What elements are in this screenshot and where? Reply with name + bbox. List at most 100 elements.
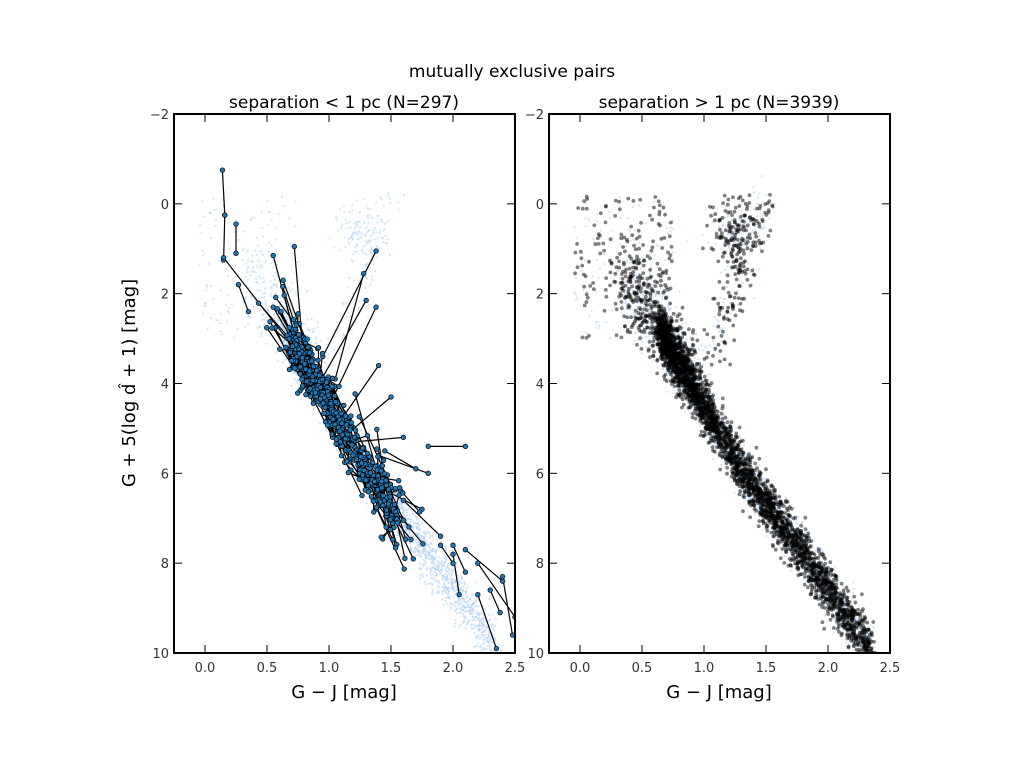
pair-point: [373, 504, 380, 510]
background-star: [359, 235, 363, 239]
pair-point: [264, 325, 270, 331]
pair-point: [396, 478, 402, 484]
background-star: [425, 540, 428, 543]
background-star: [372, 259, 375, 262]
background-star: [715, 393, 718, 396]
background-star: [441, 577, 444, 580]
pair-point: [417, 509, 423, 515]
background-star: [203, 301, 206, 305]
background-star: [447, 586, 451, 589]
background-star: [402, 509, 405, 513]
pair-point: [361, 270, 367, 277]
background-star: [209, 236, 213, 239]
background-star: [701, 234, 704, 237]
background-star: [735, 440, 739, 443]
background-star: [445, 549, 448, 552]
pair-point: [365, 489, 372, 495]
pair-point: [348, 419, 354, 426]
background-star: [227, 311, 231, 314]
background-star: [436, 569, 440, 572]
background-star: [280, 345, 283, 348]
background-star: [247, 315, 250, 318]
background-star: [338, 352, 341, 355]
background-star: [443, 561, 446, 564]
background-star: [338, 208, 341, 211]
background-star: [480, 631, 483, 634]
background-star: [335, 218, 338, 221]
background-star: [433, 574, 436, 578]
background-star: [259, 335, 263, 338]
background-star: [467, 621, 470, 624]
background-star: [343, 210, 346, 213]
pair-point: [374, 487, 381, 493]
background-star: [433, 578, 436, 581]
pair-point: [304, 336, 310, 342]
pair-point: [385, 486, 392, 493]
background-star: [261, 235, 265, 238]
pair-point: [330, 416, 336, 422]
pair-point: [339, 432, 345, 438]
background-star: [247, 266, 250, 269]
background-star: [496, 661, 498, 663]
background-star: [429, 552, 432, 555]
background-star: [427, 554, 430, 557]
pair-point: [475, 591, 481, 598]
background-star: [430, 524, 433, 527]
background-star: [733, 491, 736, 494]
pair-point: [280, 277, 286, 283]
background-star: [416, 518, 419, 521]
background-star: [431, 584, 434, 587]
background-star: [448, 567, 451, 571]
background-star: [382, 229, 385, 232]
background-star: [458, 604, 461, 607]
background-star: [305, 290, 309, 293]
background-star: [477, 614, 480, 617]
background-star: [370, 234, 373, 237]
background-star: [605, 320, 608, 324]
background-star: [714, 242, 717, 245]
background-star: [441, 586, 444, 589]
background-star: [433, 570, 437, 574]
background-star: [421, 539, 424, 542]
x-tick-label: 2.0: [443, 661, 464, 676]
pair-point: [402, 555, 408, 562]
background-star: [380, 198, 383, 201]
background-star: [270, 287, 273, 290]
background-star: [447, 572, 450, 575]
background-star: [294, 200, 297, 203]
pair-point: [381, 470, 388, 477]
background-star: [389, 253, 392, 256]
background-star: [867, 659, 869, 661]
background-star: [411, 520, 415, 523]
background-star: [306, 327, 309, 330]
y-tick-label: 2: [161, 288, 169, 303]
background-star: [276, 275, 279, 278]
pair-point: [333, 410, 339, 416]
background-star: [491, 613, 494, 616]
background-star: [358, 300, 361, 303]
background-star: [415, 554, 418, 557]
background-star: [372, 228, 375, 232]
background-star: [355, 225, 358, 228]
background-star: [280, 195, 283, 198]
pair-point: [336, 383, 342, 390]
pair-point: [380, 457, 387, 464]
background-star: [323, 361, 326, 364]
background-star: [432, 559, 435, 563]
background-star: [455, 607, 458, 610]
pair-point: [352, 427, 359, 433]
background-star: [479, 628, 483, 631]
pair-point: [397, 484, 403, 491]
pair-point: [359, 460, 365, 466]
background-star: [499, 649, 503, 652]
background-star: [358, 211, 361, 214]
background-star: [444, 599, 447, 602]
background-star: [453, 593, 457, 596]
pair-point: [358, 454, 364, 460]
pair-point: [321, 394, 328, 401]
background-star: [724, 268, 727, 272]
background-star: [483, 641, 487, 644]
background-star: [365, 253, 368, 256]
background-star: [348, 220, 351, 223]
